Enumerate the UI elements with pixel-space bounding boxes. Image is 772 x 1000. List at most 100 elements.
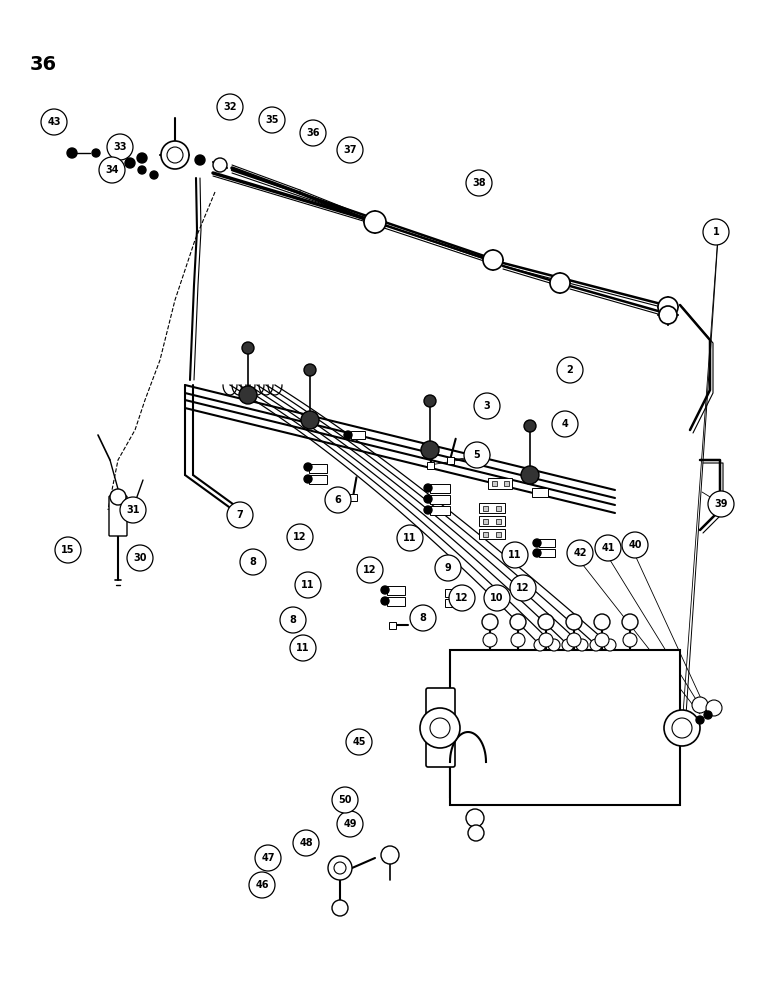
Bar <box>387 596 405 605</box>
Circle shape <box>332 900 348 916</box>
Circle shape <box>381 597 389 605</box>
Text: 39: 39 <box>714 499 728 509</box>
Circle shape <box>55 537 81 563</box>
Text: 3: 3 <box>483 401 490 411</box>
Circle shape <box>623 633 637 647</box>
Circle shape <box>290 635 316 661</box>
Circle shape <box>301 411 319 429</box>
Circle shape <box>692 697 708 713</box>
Circle shape <box>539 633 553 647</box>
Text: 11: 11 <box>296 643 310 653</box>
Text: 50: 50 <box>338 795 352 805</box>
Bar <box>488 478 512 488</box>
Circle shape <box>622 532 648 558</box>
Circle shape <box>213 158 227 172</box>
Circle shape <box>424 495 432 503</box>
Circle shape <box>622 614 638 630</box>
Circle shape <box>337 811 363 837</box>
Circle shape <box>538 614 554 630</box>
Circle shape <box>249 872 275 898</box>
Bar <box>446 456 453 464</box>
Circle shape <box>334 862 346 874</box>
Bar <box>426 462 434 468</box>
Circle shape <box>41 109 67 135</box>
Circle shape <box>466 170 492 196</box>
Circle shape <box>410 605 436 631</box>
Circle shape <box>280 607 306 633</box>
Circle shape <box>703 219 729 245</box>
Text: 40: 40 <box>628 540 642 550</box>
Text: 1: 1 <box>713 227 720 237</box>
Circle shape <box>566 614 582 630</box>
Circle shape <box>562 639 574 651</box>
Circle shape <box>364 211 386 233</box>
FancyBboxPatch shape <box>426 688 455 767</box>
Bar <box>309 464 327 473</box>
FancyBboxPatch shape <box>450 650 680 805</box>
Bar <box>532 488 548 496</box>
Text: 8: 8 <box>290 615 296 625</box>
Text: 12: 12 <box>516 583 530 593</box>
Circle shape <box>195 155 205 165</box>
Circle shape <box>138 166 146 174</box>
Circle shape <box>110 489 126 505</box>
Text: 47: 47 <box>261 853 275 863</box>
Circle shape <box>464 442 490 468</box>
Text: 36: 36 <box>306 128 320 138</box>
Bar <box>387 585 405 594</box>
Circle shape <box>474 393 500 419</box>
Circle shape <box>435 555 461 581</box>
Circle shape <box>704 711 712 719</box>
Circle shape <box>424 506 432 514</box>
Circle shape <box>557 357 583 383</box>
Circle shape <box>533 549 541 557</box>
Circle shape <box>328 856 352 880</box>
Circle shape <box>167 147 183 163</box>
Bar <box>479 516 505 526</box>
Circle shape <box>483 633 497 647</box>
Circle shape <box>595 535 621 561</box>
Bar <box>503 481 509 486</box>
Circle shape <box>67 148 77 158</box>
Circle shape <box>217 94 243 120</box>
Bar <box>430 484 450 492</box>
Circle shape <box>696 716 704 724</box>
Bar <box>539 549 555 557</box>
Bar <box>496 518 501 524</box>
Circle shape <box>552 411 578 437</box>
Circle shape <box>424 484 432 492</box>
Circle shape <box>484 585 510 611</box>
Text: 7: 7 <box>237 510 243 520</box>
Bar <box>492 481 496 486</box>
Text: 8: 8 <box>419 613 426 623</box>
Circle shape <box>381 586 389 594</box>
Text: 46: 46 <box>256 880 269 890</box>
Circle shape <box>239 386 257 404</box>
Bar <box>479 503 505 513</box>
Text: 36: 36 <box>30 55 57 74</box>
Circle shape <box>161 141 189 169</box>
Circle shape <box>511 633 525 647</box>
Text: 33: 33 <box>113 142 127 152</box>
Circle shape <box>576 639 588 651</box>
Text: 2: 2 <box>567 365 574 375</box>
Circle shape <box>127 545 153 571</box>
Text: 4: 4 <box>561 419 568 429</box>
Circle shape <box>659 306 677 324</box>
Circle shape <box>466 809 484 827</box>
Circle shape <box>510 575 536 601</box>
Bar <box>479 529 505 539</box>
Circle shape <box>664 710 700 746</box>
Circle shape <box>510 614 526 630</box>
Bar <box>309 475 327 484</box>
Circle shape <box>346 729 372 755</box>
Circle shape <box>708 491 734 517</box>
Circle shape <box>332 787 358 813</box>
Text: 11: 11 <box>508 550 522 560</box>
FancyBboxPatch shape <box>109 496 127 536</box>
Text: 12: 12 <box>364 565 377 575</box>
Circle shape <box>99 157 125 183</box>
Circle shape <box>421 441 439 459</box>
Bar <box>496 532 501 536</box>
Text: 5: 5 <box>474 450 480 460</box>
